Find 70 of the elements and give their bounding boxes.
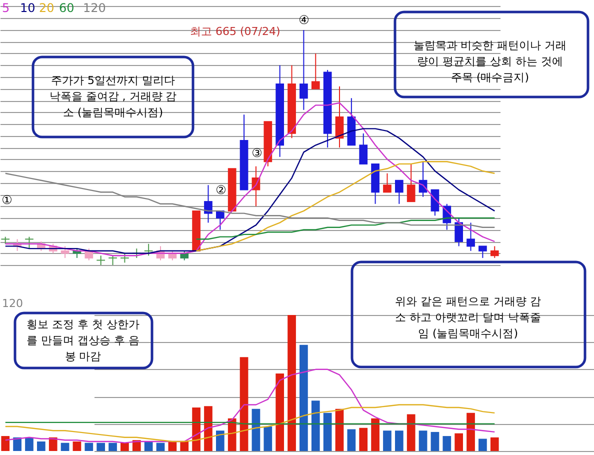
candlestick [144, 243, 153, 256]
annotation: ③ [252, 146, 262, 160]
bar [288, 315, 296, 451]
candlestick [466, 222, 475, 252]
bar [442, 436, 452, 451]
bar [144, 441, 153, 451]
text: ④ [298, 13, 310, 27]
text: 60 [59, 1, 74, 15]
candlestick [120, 252, 129, 264]
bar [36, 441, 46, 451]
bar [466, 412, 475, 451]
bar [168, 441, 177, 451]
bar [311, 400, 320, 451]
bar [359, 428, 368, 451]
bar [394, 430, 404, 451]
bar [132, 440, 141, 451]
bar [264, 426, 272, 451]
annotation: 눌림목과 비슷한 패턴이나 거래 량이 평균치를 상회 하는 것에 주목 (매수금지) [413, 39, 567, 84]
text: 20 [39, 1, 54, 15]
bar [180, 441, 189, 451]
annotation: 주가가 5일선까지 밀리다 낙폭을 줄여감 , 거래량 감 소 (눌림목매수시점) [49, 74, 177, 119]
candlestick [311, 53, 320, 90]
text: 120 [2, 297, 23, 310]
annotation: 최고 665 (07/24) [190, 25, 280, 38]
bar [430, 432, 440, 451]
candlestick [490, 246, 499, 258]
bar [454, 433, 464, 451]
bar [490, 437, 499, 451]
bar [96, 442, 106, 451]
bar [300, 344, 308, 451]
bar [418, 430, 428, 451]
candlestick [204, 184, 212, 224]
annotation: ① [2, 193, 12, 207]
bar [156, 442, 165, 451]
bar [1, 436, 10, 451]
text: 5 [2, 1, 10, 15]
bar [60, 442, 70, 451]
bar [192, 407, 200, 451]
bar [347, 429, 356, 451]
annotation: 위와 같은 패턴으로 거래량 감 소 하고 아랫꼬리 달며 낙폭줄 임 (눌림목매수시점) [395, 295, 541, 340]
annotation: ② [216, 183, 226, 197]
candlestick [359, 132, 368, 164]
bar [13, 437, 22, 451]
candlestick [108, 255, 117, 266]
candlestick [300, 30, 308, 110]
bar [216, 430, 224, 451]
bar [72, 441, 82, 451]
annotation: 횡보 조정 후 첫 상한가 를 만들며 갭상승 후 음 봉 마감 [26, 318, 140, 363]
bar [120, 442, 129, 451]
candlestick [454, 218, 464, 247]
candlestick [96, 255, 106, 266]
bar [240, 357, 248, 451]
bar [276, 373, 284, 451]
bar [48, 437, 58, 451]
bar [25, 437, 34, 451]
bar [84, 442, 94, 451]
candlestick [394, 180, 404, 204]
bar [406, 414, 416, 451]
candlestick [478, 246, 487, 258]
candlestick [60, 246, 70, 258]
candlestick [406, 163, 416, 202]
candlestick [25, 236, 34, 250]
bar [383, 430, 392, 451]
candlestick [383, 172, 392, 193]
bar [204, 406, 212, 451]
bar [478, 438, 487, 451]
bar [108, 442, 117, 451]
bar [323, 412, 332, 451]
bar [371, 418, 380, 451]
text: 10 [20, 1, 36, 15]
